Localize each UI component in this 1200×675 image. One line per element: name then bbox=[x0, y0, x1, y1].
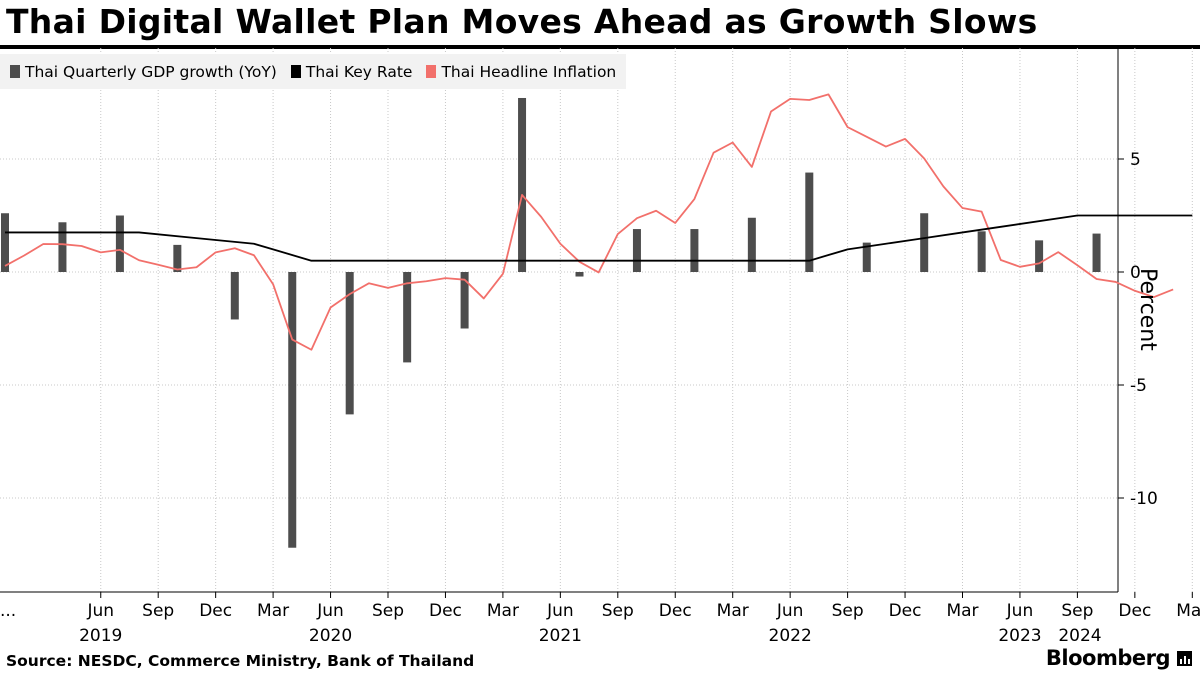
x-tick-label: Jun bbox=[1006, 601, 1034, 621]
gdp-bar bbox=[920, 213, 929, 272]
x-tick-label: Mar bbox=[1176, 601, 1200, 621]
y-tick-label: 5 bbox=[1130, 150, 1141, 170]
title-rule bbox=[0, 45, 1200, 49]
x-tick-label: Dec bbox=[429, 601, 462, 621]
x-tick-label: Sep bbox=[832, 601, 864, 621]
x-tick-label: Sep bbox=[142, 601, 174, 621]
x-year-label: 2022 bbox=[769, 626, 812, 646]
gdp-bar bbox=[1, 213, 9, 272]
bloomberg-logo: Bloomberg bbox=[1046, 646, 1192, 670]
legend-label-inflation: Thai Headline Inflation bbox=[441, 62, 617, 81]
x-year-label: 2019 bbox=[79, 626, 122, 646]
gdp-bar bbox=[345, 272, 354, 415]
gdp-bar bbox=[575, 272, 584, 277]
gdp-bar bbox=[115, 215, 124, 272]
x-year-label: 2020 bbox=[309, 626, 352, 646]
x-tick-label: Mar bbox=[487, 601, 519, 621]
x-tick-label: Jun bbox=[776, 601, 804, 621]
gdp-bar bbox=[1035, 240, 1044, 272]
x-tick-label: Jun bbox=[86, 601, 114, 621]
y-axis-label: Percent bbox=[1135, 268, 1160, 351]
gdp-bar bbox=[230, 272, 239, 320]
x-tick-label: Dec bbox=[199, 601, 232, 621]
legend-item-gdp: Thai Quarterly GDP growth (YoY) bbox=[10, 63, 277, 81]
gdp-bar bbox=[288, 272, 297, 548]
gdp-bar bbox=[747, 217, 756, 272]
gdp-bar bbox=[805, 172, 814, 272]
gdp-bar bbox=[173, 244, 182, 272]
x-tick-label: Dec bbox=[1118, 601, 1151, 621]
x-tick-label: Mar bbox=[946, 601, 978, 621]
x-tick-label: Dec bbox=[889, 601, 922, 621]
gdp-bar bbox=[518, 97, 527, 272]
gdp-bar bbox=[690, 229, 699, 272]
x-tick-label: Jun bbox=[316, 601, 344, 621]
x-tick-label: Mar bbox=[717, 601, 749, 621]
x-tick-label: Mar bbox=[257, 601, 289, 621]
gdp-bar bbox=[862, 242, 871, 272]
source-note: Source: NESDC, Commerce Ministry, Bank o… bbox=[6, 652, 475, 670]
x-year-label: 2024 bbox=[1058, 626, 1101, 646]
key-rate-line bbox=[5, 214, 1193, 262]
y-tick-label: -10 bbox=[1130, 489, 1158, 509]
legend-swatch-key-rate bbox=[290, 65, 301, 78]
legend-swatch-inflation bbox=[426, 65, 437, 78]
legend-label-gdp: Thai Quarterly GDP growth (YoY) bbox=[25, 62, 277, 81]
y-tick-label: 0 bbox=[1130, 263, 1141, 283]
brand-name: Bloomberg bbox=[1045, 646, 1171, 670]
x-tick-label: Jun bbox=[546, 601, 574, 621]
y-tick-label: -5 bbox=[1130, 376, 1147, 396]
x-tick-label: Sep bbox=[602, 601, 634, 621]
chart-title: Thai Digital Wallet Plan Moves Ahead as … bbox=[6, 2, 1038, 41]
legend-label-key-rate: Thai Key Rate bbox=[305, 62, 413, 81]
legend-swatch-gdp bbox=[10, 65, 20, 78]
gdp-bar bbox=[632, 229, 641, 272]
x-tick-label: Dec bbox=[659, 601, 692, 621]
gdp-bar bbox=[1092, 233, 1101, 272]
gdp-bar bbox=[460, 272, 469, 329]
x-tick-label: ... bbox=[0, 601, 16, 621]
x-tick-label: Sep bbox=[372, 601, 404, 621]
x-year-label: 2023 bbox=[998, 626, 1041, 646]
inflation-line bbox=[4, 93, 1174, 351]
gdp-bar bbox=[977, 231, 986, 272]
legend-item-inflation: Thai Headline Inflation bbox=[426, 63, 616, 81]
bloomberg-badge-icon bbox=[1177, 650, 1192, 666]
gdp-bar bbox=[403, 272, 412, 363]
x-year-label: 2021 bbox=[539, 626, 582, 646]
gdp-bar bbox=[58, 222, 67, 272]
legend: Thai Quarterly GDP growth (YoY) Thai Key… bbox=[0, 54, 627, 89]
x-tick-label: Sep bbox=[1061, 601, 1093, 621]
legend-item-key-rate: Thai Key Rate bbox=[290, 62, 413, 81]
